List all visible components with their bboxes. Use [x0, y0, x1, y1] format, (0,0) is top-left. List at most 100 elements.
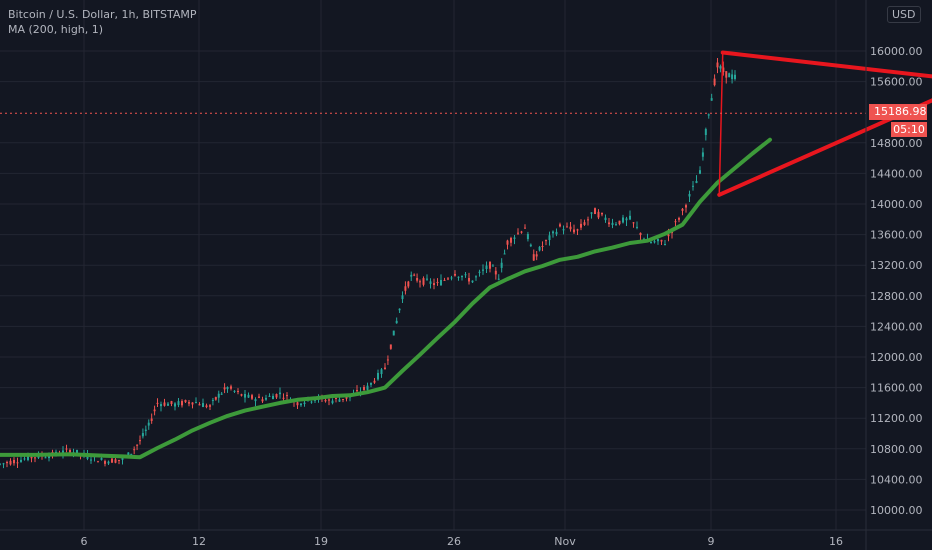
- candle-body: [286, 395, 288, 397]
- candle-body: [398, 308, 401, 311]
- candle-body: [489, 261, 491, 269]
- candle-body: [615, 224, 617, 226]
- candle-body: [653, 241, 656, 243]
- candle-body: [254, 399, 257, 402]
- candle-body: [300, 403, 302, 406]
- candle-body: [562, 229, 565, 231]
- indicator-label[interactable]: MA (200, high, 1): [8, 23, 104, 36]
- candle-body: [324, 399, 327, 402]
- candle-body: [447, 278, 449, 280]
- bar-countdown: 05:10: [891, 122, 927, 137]
- candle-body: [716, 62, 719, 68]
- candle-body: [625, 218, 628, 221]
- candle-body: [181, 401, 183, 406]
- price-axis[interactable]: 10000.00 10400.00 10800.00 11200.00 11600.00…: [865, 0, 923, 550]
- candle-body: [517, 232, 519, 234]
- candle-body: [674, 221, 677, 223]
- candle-body: [240, 394, 243, 396]
- candle-body: [728, 73, 731, 78]
- candle-body: [107, 461, 110, 464]
- candle-body: [407, 281, 410, 287]
- candle-body: [170, 401, 173, 405]
- candle-body: [461, 275, 463, 278]
- candle-body: [100, 458, 103, 460]
- candle-body: [141, 433, 144, 437]
- ma-path: [0, 137, 772, 460]
- candle-body: [23, 458, 26, 460]
- candle-body: [468, 278, 470, 282]
- candle-body: [34, 457, 36, 459]
- candle-body: [310, 401, 313, 403]
- candle-body: [163, 402, 166, 406]
- candle-body: [722, 67, 725, 72]
- candle-body: [188, 402, 190, 404]
- candle-body: [214, 397, 217, 400]
- currency-button[interactable]: USD: [887, 6, 921, 23]
- candle-body: [583, 222, 586, 225]
- candle-body: [65, 448, 68, 450]
- y-tick-label: 11600.00: [870, 382, 923, 395]
- candle-body: [629, 215, 631, 220]
- candle-body: [62, 450, 64, 454]
- candle-body: [44, 457, 47, 459]
- x-tick-label: 26: [447, 535, 461, 548]
- candle-body: [491, 265, 494, 267]
- candle-body: [139, 440, 141, 442]
- x-tick-label: 9: [708, 535, 715, 548]
- candle-body: [494, 270, 497, 275]
- candle-body: [482, 269, 484, 271]
- candle-body: [548, 235, 551, 241]
- candle-body: [167, 403, 169, 406]
- candle-body: [520, 231, 523, 233]
- symbol-title[interactable]: Bitcoin / U.S. Dollar, 1h, BITSTAMP: [8, 8, 197, 21]
- y-tick-label: 14000.00: [870, 198, 923, 211]
- candle-body: [526, 233, 529, 240]
- candle-body: [114, 459, 117, 463]
- candle-body: [247, 394, 250, 398]
- candle-body: [734, 74, 736, 79]
- candle-body: [443, 279, 446, 281]
- candle-body: [136, 444, 139, 446]
- candle-body: [147, 422, 150, 426]
- candle-body: [373, 380, 376, 383]
- candle-body: [121, 457, 124, 460]
- candle-body: [450, 277, 453, 279]
- candle-body: [230, 386, 232, 389]
- candle-body: [576, 229, 579, 231]
- candle-body: [48, 455, 50, 459]
- candle-body: [664, 243, 666, 245]
- candle-body: [150, 418, 153, 421]
- time-axis[interactable]: 6 12 19 26 Nov 9 16: [0, 529, 932, 548]
- candle-body: [233, 390, 236, 392]
- candle-body: [688, 193, 691, 197]
- candle-body: [195, 402, 197, 404]
- x-tick-label: 19: [314, 535, 328, 548]
- candle-body: [392, 330, 395, 336]
- candle-body: [191, 402, 194, 405]
- y-tick-label: 15600.00: [870, 76, 923, 89]
- candle-body: [279, 392, 281, 395]
- candle-body: [704, 129, 707, 135]
- candle-body: [380, 369, 383, 375]
- candle-body: [545, 240, 547, 242]
- candle-body: [272, 395, 274, 400]
- candle-body: [184, 400, 187, 403]
- candle-body: [303, 402, 306, 404]
- candle-body: [0, 463, 1, 465]
- candle-body: [701, 152, 704, 157]
- candle-body: [587, 219, 589, 221]
- y-tick-label: 12000.00: [870, 351, 923, 364]
- candle-body: [69, 449, 71, 454]
- y-tick-label: 16000.00: [870, 45, 923, 58]
- candle-body: [251, 395, 253, 399]
- candle-body: [416, 277, 419, 281]
- candle-body: [377, 372, 379, 380]
- candle-body: [177, 401, 180, 406]
- candle-body: [608, 222, 610, 225]
- candle-body: [331, 400, 334, 404]
- candle-body: [30, 456, 33, 459]
- triangle-left-line: [718, 51, 724, 196]
- candle-body: [699, 170, 701, 174]
- candle-body: [650, 241, 652, 243]
